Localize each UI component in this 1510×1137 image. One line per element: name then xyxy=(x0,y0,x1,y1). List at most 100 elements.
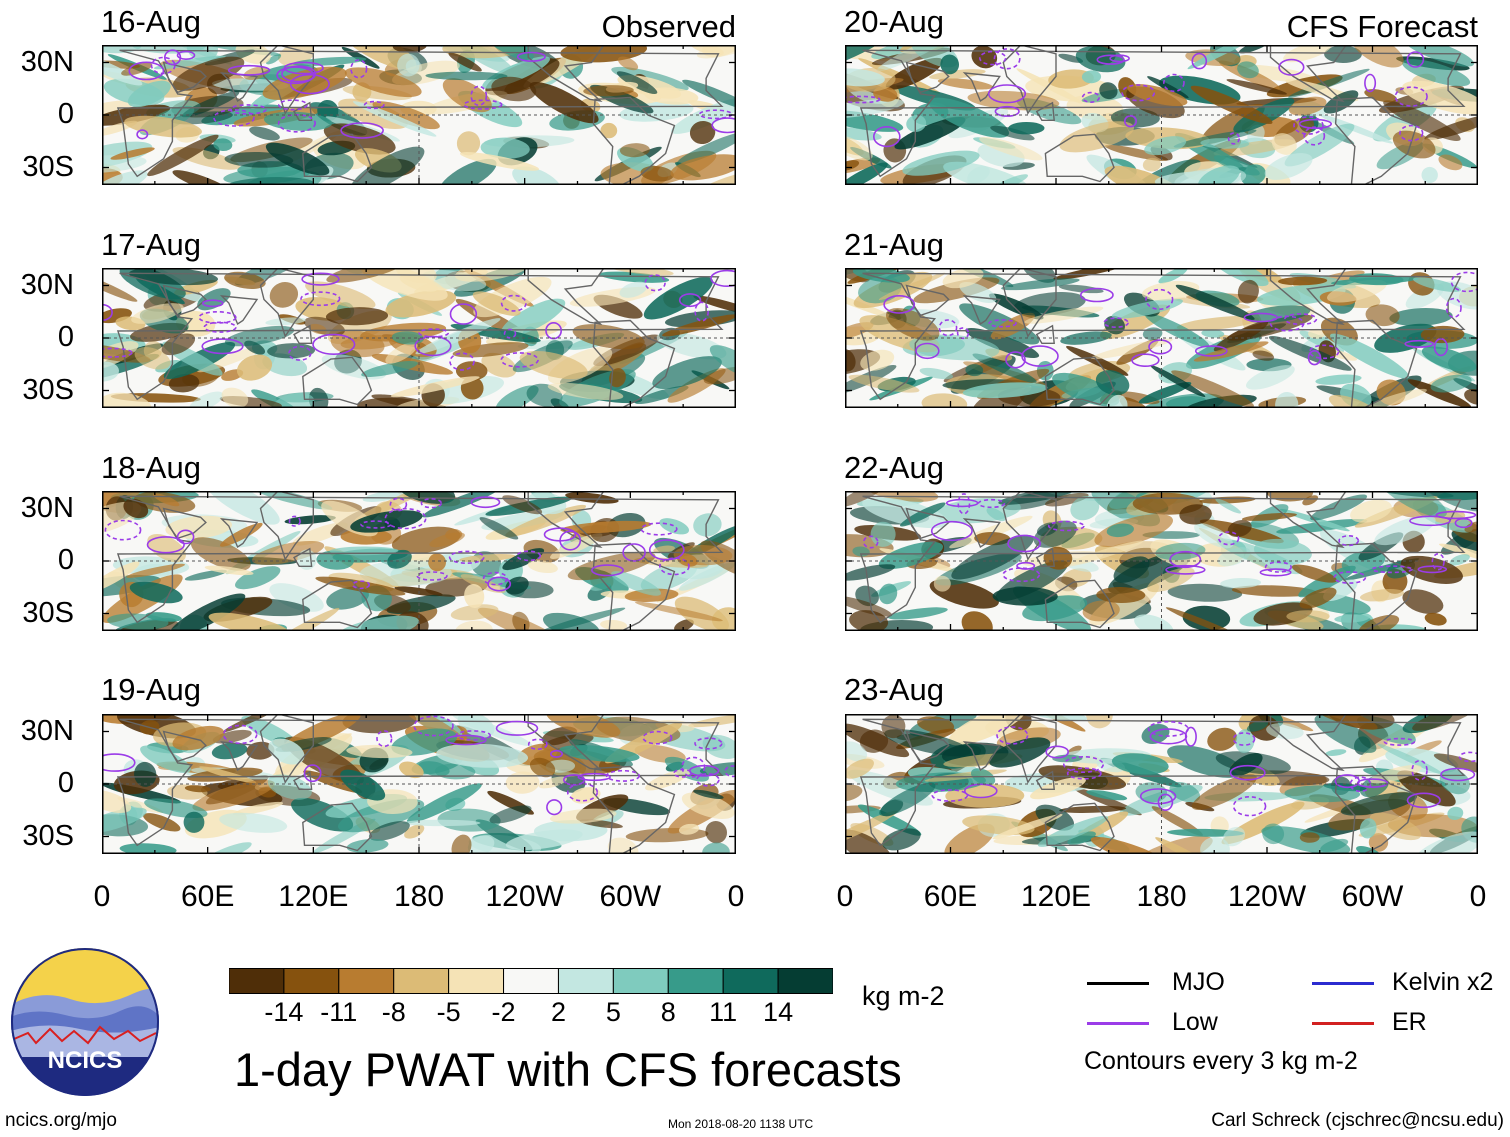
anomaly-region xyxy=(986,507,1006,522)
anomaly-region xyxy=(900,502,946,527)
contour-low xyxy=(312,333,356,355)
coastline xyxy=(592,542,676,631)
anomaly-region xyxy=(362,491,409,502)
anomaly-region xyxy=(1424,612,1447,626)
anomaly-region xyxy=(459,152,540,171)
anomaly-region xyxy=(546,714,621,738)
anomaly-region xyxy=(848,374,920,393)
anomaly-region xyxy=(1366,388,1427,408)
longitude-label: 120E xyxy=(278,880,349,913)
contour-low xyxy=(1103,317,1129,329)
anomaly-region xyxy=(1308,328,1326,339)
anomaly-region xyxy=(1404,45,1474,67)
anomaly-region xyxy=(491,76,537,102)
anomaly-region xyxy=(102,807,147,834)
coastline xyxy=(302,802,373,852)
longitude-label: 120E xyxy=(1020,880,1092,913)
coastline xyxy=(1002,714,1057,784)
contour-low xyxy=(938,319,958,337)
contour-low xyxy=(352,580,371,590)
contour-low xyxy=(495,720,539,736)
contour-low xyxy=(276,66,315,85)
contour-low xyxy=(559,530,582,551)
anomaly-region xyxy=(183,811,205,833)
anomaly-region xyxy=(140,745,191,773)
anomaly-region xyxy=(688,714,736,728)
anomaly-region xyxy=(262,66,347,100)
anomaly-region xyxy=(402,819,481,827)
contour-low xyxy=(546,799,563,816)
coastline xyxy=(116,272,724,401)
anomaly-region xyxy=(1276,518,1368,534)
anomaly-region xyxy=(346,744,413,759)
latitude-label: 0 xyxy=(57,98,74,130)
contour-low xyxy=(545,321,562,340)
anomaly-region xyxy=(1278,276,1328,286)
contour-low xyxy=(1406,51,1425,68)
anomaly-region xyxy=(659,518,690,535)
contour-low xyxy=(1394,86,1428,107)
anomaly-region xyxy=(464,583,485,609)
anomaly-region xyxy=(1067,831,1096,845)
latitude-label: 0 xyxy=(57,544,74,576)
anomaly-region xyxy=(102,574,161,597)
anomaly-region xyxy=(1310,494,1368,521)
anomaly-region xyxy=(1134,614,1174,631)
anomaly-region xyxy=(913,277,1000,304)
coastline xyxy=(527,491,605,549)
anomaly-region xyxy=(845,758,874,779)
contour-low xyxy=(213,109,255,127)
anomaly-region xyxy=(439,158,497,185)
anomaly-region xyxy=(134,347,171,370)
legend-swatch-er xyxy=(1312,1022,1374,1025)
site-url[interactable]: ncics.org/mjo xyxy=(5,1110,117,1131)
contour-low xyxy=(1162,73,1185,93)
anomaly-region xyxy=(1226,79,1287,95)
contour-low xyxy=(993,48,1021,70)
anomaly-region xyxy=(102,54,143,86)
contour-low xyxy=(1399,124,1424,142)
anomaly-region xyxy=(1266,723,1304,740)
anomaly-region xyxy=(1364,89,1397,103)
anomaly-region xyxy=(1284,785,1361,803)
anomaly-region xyxy=(1058,53,1084,63)
anomaly-region xyxy=(990,312,1035,340)
contour-low xyxy=(277,99,308,111)
anomaly-region xyxy=(128,268,219,286)
coastline xyxy=(259,268,314,338)
anomaly-region xyxy=(269,583,324,612)
coastline xyxy=(859,272,1466,401)
contour-low xyxy=(1293,116,1324,135)
contour-low xyxy=(203,321,237,333)
contour-low xyxy=(350,59,368,79)
anomaly-region xyxy=(1169,782,1201,803)
contour-low xyxy=(104,519,142,541)
anomaly-region xyxy=(1220,577,1262,589)
contour-low xyxy=(1406,792,1441,809)
anomaly-region xyxy=(1142,157,1161,172)
anomaly-region xyxy=(937,78,993,90)
coastline xyxy=(1269,491,1347,549)
anomaly-region xyxy=(845,491,890,507)
coastline xyxy=(1334,319,1418,408)
contour-low xyxy=(862,535,879,549)
anomaly-region xyxy=(500,298,566,337)
anomaly-region xyxy=(1144,136,1187,156)
anomaly-region xyxy=(442,78,492,113)
anomaly-region xyxy=(305,281,376,310)
anomaly-region xyxy=(1438,154,1463,171)
anomaly-region xyxy=(845,134,873,161)
coastline xyxy=(592,96,676,185)
contour-low xyxy=(987,84,1027,104)
coastline xyxy=(162,507,207,540)
anomaly-region xyxy=(387,549,412,569)
contour-low xyxy=(642,730,673,745)
anomaly-region xyxy=(676,131,736,165)
anomaly-region xyxy=(224,271,266,289)
coastline xyxy=(219,295,259,326)
anomaly-region xyxy=(1359,818,1377,839)
panel-date: 20-Aug xyxy=(844,4,944,39)
anomaly-region xyxy=(123,498,149,519)
anomaly-region xyxy=(1376,491,1447,518)
anomaly-region xyxy=(879,782,936,817)
